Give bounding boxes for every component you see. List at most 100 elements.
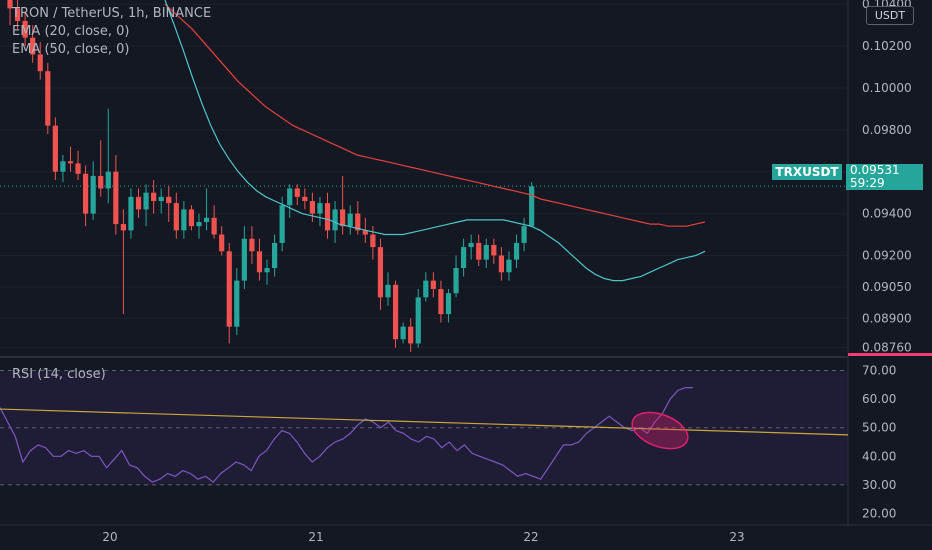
candle-body — [347, 213, 353, 227]
rsi-tick-label: 60.00 — [862, 392, 896, 406]
candle-body — [30, 37, 36, 55]
rsi-legend: RSI (14, close) — [12, 367, 106, 382]
candle-body — [22, 20, 28, 38]
candle-body — [75, 163, 81, 174]
candle-body — [453, 268, 459, 294]
candle-body — [506, 259, 512, 273]
candle-body — [430, 280, 436, 289]
candle-body — [120, 224, 126, 231]
candle-body — [151, 192, 157, 202]
candle-body — [98, 175, 104, 189]
axis-marker — [848, 353, 932, 356]
candle-body — [196, 221, 202, 227]
candle-body — [332, 209, 338, 231]
candle-body — [211, 217, 217, 235]
rsi-tick-label: 20.00 — [862, 507, 896, 521]
time-tick-label: 20 — [102, 530, 117, 544]
candle-body — [317, 203, 323, 214]
candle-body — [392, 284, 399, 340]
candle-body — [445, 293, 452, 315]
candle-body — [491, 245, 497, 256]
candle-body — [14, 8, 21, 21]
ema50-legend: EMA (50, close, 0) — [12, 42, 130, 57]
candle-body — [83, 173, 89, 214]
last-price-value: 0.09531 — [850, 163, 900, 177]
last-price-badge: 0.09531 59:29 — [846, 164, 923, 190]
time-tick-label: 23 — [729, 530, 744, 544]
candle-body — [166, 196, 172, 204]
candle-body — [279, 205, 285, 243]
candle-body — [272, 242, 278, 269]
price-tick-label: 0.09400 — [862, 207, 912, 221]
price-tick-label: 0.10400 — [862, 0, 912, 11]
candle-body — [408, 326, 414, 344]
candle-body — [226, 251, 232, 327]
candle-body — [294, 188, 300, 197]
price-tick-label: 0.10000 — [862, 81, 912, 95]
candle-body — [113, 171, 119, 225]
candle-body — [302, 196, 308, 202]
candle-body — [423, 280, 429, 298]
candle-body — [52, 125, 58, 172]
candle-body — [90, 175, 96, 214]
price-tick-label: 0.08900 — [862, 311, 912, 325]
chart-title-legend: TRON / TetherUS, 1h, BINANCE — [12, 6, 212, 21]
candle-body — [67, 161, 74, 164]
candle-body — [241, 238, 247, 281]
candle-body — [128, 196, 134, 231]
candle-body — [362, 230, 368, 235]
candle-body — [498, 255, 504, 273]
candle-body — [234, 280, 240, 327]
candle-body — [309, 201, 315, 214]
candle-body — [415, 297, 421, 344]
breakout-highlight — [631, 411, 689, 450]
rsi-line — [0, 387, 693, 483]
candle-body — [385, 284, 391, 298]
bar-countdown: 59:29 — [850, 176, 885, 190]
candle-body — [340, 209, 346, 227]
time-tick-label: 22 — [523, 530, 538, 544]
candle-body — [135, 196, 142, 210]
candle-body — [400, 326, 406, 340]
rsi-tick-label: 70.00 — [862, 363, 896, 377]
candle-body — [529, 186, 535, 227]
candle-body — [60, 161, 66, 172]
candle-body — [370, 234, 376, 248]
ema50-line — [164, 3, 706, 227]
candle-body — [37, 54, 43, 72]
candle-body — [256, 251, 263, 273]
candle-body — [188, 209, 195, 227]
candle-body — [461, 247, 467, 269]
candle-body — [476, 242, 482, 260]
candle-body — [158, 196, 164, 202]
candle-body — [438, 288, 444, 315]
candle-body — [173, 203, 179, 231]
rsi-tick-label: 30.00 — [862, 478, 896, 492]
candle-body — [513, 242, 520, 260]
price-tick-label: 0.09050 — [862, 280, 912, 294]
price-tick-label: 0.09800 — [862, 123, 912, 137]
candle-body — [249, 238, 255, 252]
candle-body — [324, 203, 331, 231]
rsi-tick-label: 40.00 — [862, 449, 896, 463]
candle-body — [105, 171, 111, 189]
candle-body — [219, 234, 225, 252]
price-tick-label: 0.09200 — [862, 248, 912, 262]
candle-body — [264, 268, 270, 273]
candle-body — [7, 0, 13, 9]
currency-badge[interactable]: USDT — [866, 6, 914, 25]
candle-body — [521, 226, 527, 243]
ema20-legend: EMA (20, close, 0) — [12, 24, 130, 39]
rsi-tick-label: 50.00 — [862, 421, 896, 435]
candle-body — [287, 188, 293, 206]
candle-body — [203, 217, 210, 222]
candle-body — [45, 71, 51, 126]
time-tick-label: 21 — [308, 530, 323, 544]
candle-body — [483, 245, 489, 260]
candle-body — [468, 242, 474, 248]
candle-body — [355, 213, 361, 231]
rsi-trendline — [0, 408, 849, 436]
candle-body — [181, 209, 187, 231]
candle-body — [377, 247, 384, 298]
